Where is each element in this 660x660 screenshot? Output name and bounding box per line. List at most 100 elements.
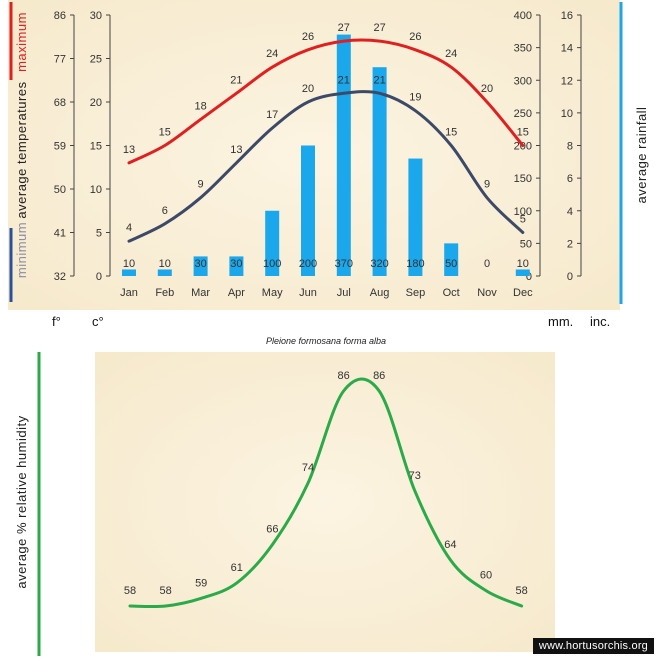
minimum-temperature-line bbox=[127, 90, 525, 243]
month-tick-label: Sep bbox=[406, 287, 426, 299]
celsius-unit-label: c° bbox=[92, 314, 104, 329]
celsius-tick-label: 0 bbox=[96, 271, 102, 283]
minimum-data-label: 19 bbox=[409, 92, 421, 104]
inches-tick-label: 12 bbox=[561, 75, 573, 87]
mm-tick-label: 150 bbox=[514, 173, 532, 185]
minimum-data-label: 4 bbox=[126, 222, 132, 234]
humidity-data-label: 66 bbox=[266, 524, 278, 536]
species-caption: Pleione formosana forma alba bbox=[266, 336, 386, 346]
rainfall-bar bbox=[408, 158, 423, 276]
maximum-data-label: 27 bbox=[373, 22, 385, 34]
celsius-tick-label: 15 bbox=[90, 141, 102, 153]
month-tick-label: Aug bbox=[370, 287, 390, 299]
maximum-data-label: 18 bbox=[194, 100, 206, 112]
bottom-panel-background bbox=[95, 352, 555, 652]
celsius-tick-label: 5 bbox=[96, 228, 102, 240]
rainfall-data-label: 100 bbox=[263, 258, 281, 270]
humidity-data-label: 86 bbox=[337, 370, 349, 382]
rainfall-title: average rainfall bbox=[634, 107, 649, 204]
rainfall-data-label: 180 bbox=[406, 258, 424, 270]
rainfall-data-label: 10 bbox=[517, 258, 529, 270]
month-tick-label: Mar bbox=[191, 287, 210, 299]
humidity-data-label: 61 bbox=[231, 562, 243, 574]
rainfall-bar bbox=[372, 67, 387, 276]
maximum-title: maximum bbox=[14, 12, 29, 72]
rainfall-bar bbox=[265, 210, 280, 276]
mm-tick-label: 350 bbox=[514, 43, 532, 55]
maximum-data-label: 24 bbox=[445, 48, 457, 60]
axis-ticks: 3241505968778605101520253005010015020025… bbox=[54, 10, 581, 299]
rainfall-data-label: 0 bbox=[484, 258, 490, 270]
inches-tick-label: 8 bbox=[567, 141, 573, 153]
month-tick-label: Feb bbox=[155, 287, 174, 299]
humidity-data-label: 74 bbox=[302, 462, 314, 474]
rainfall-bar bbox=[336, 34, 351, 277]
celsius-tick-label: 20 bbox=[90, 97, 102, 109]
maximum-data-label: 13 bbox=[123, 144, 135, 156]
humidity-data-label: 60 bbox=[480, 570, 492, 582]
inches-tick-label: 10 bbox=[561, 108, 573, 120]
inches-unit-label: inc. bbox=[590, 314, 610, 329]
inches-tick-label: 16 bbox=[561, 10, 573, 22]
mm-tick-label: 50 bbox=[520, 238, 532, 250]
minimum-data-label: 21 bbox=[373, 74, 385, 86]
month-tick-label: Dec bbox=[513, 287, 533, 299]
maximum-data-label: 27 bbox=[338, 22, 350, 34]
data-labels: 10 10 30 30 100 200 370 320 180 50 0 10 13 15 18 21 24 26… bbox=[123, 22, 529, 270]
month-tick-label: Oct bbox=[443, 287, 460, 299]
rainfall-data-label: 320 bbox=[370, 258, 388, 270]
rainfall-bar bbox=[444, 243, 459, 276]
mm-tick-label: 300 bbox=[514, 75, 532, 87]
humidity-title: average % relative humidity bbox=[14, 415, 29, 588]
mm-tick-label: 250 bbox=[514, 108, 532, 120]
minimum-title: minimum bbox=[14, 222, 29, 278]
rainfall-bar bbox=[122, 269, 136, 276]
maximum-data-label: 15 bbox=[517, 127, 529, 139]
celsius-tick-label: 30 bbox=[90, 10, 102, 22]
rainfall-bar bbox=[515, 269, 530, 276]
fahrenheit-tick-label: 32 bbox=[54, 271, 66, 283]
rainfall-data-label: 50 bbox=[445, 258, 457, 270]
minimum-data-label: 13 bbox=[230, 144, 242, 156]
month-tick-label: Jun bbox=[299, 287, 317, 299]
inches-tick-label: 6 bbox=[567, 173, 573, 185]
inches-tick-label: 4 bbox=[567, 206, 573, 218]
mm-tick-label: 0 bbox=[526, 271, 532, 283]
rainfall-bar bbox=[157, 269, 172, 276]
humidity-data-label: 58 bbox=[159, 585, 171, 597]
minimum-data-label: 5 bbox=[520, 214, 526, 226]
inches-tick-label: 0 bbox=[567, 271, 573, 283]
maximum-temperature-line bbox=[127, 38, 525, 165]
maximum-data-label: 26 bbox=[409, 31, 421, 43]
rainfall-bar bbox=[193, 256, 208, 276]
month-tick-label: Jul bbox=[337, 287, 351, 299]
celsius-tick-label: 10 bbox=[90, 184, 102, 196]
humidity-data-label: 59 bbox=[195, 577, 207, 589]
maximum-data-label: 20 bbox=[481, 83, 493, 95]
month-tick-label: Apr bbox=[228, 287, 245, 299]
celsius-tick-label: 25 bbox=[90, 54, 102, 66]
minimum-data-label: 9 bbox=[198, 179, 204, 191]
humidity-data-label: 64 bbox=[444, 539, 456, 551]
minimum-data-label: 21 bbox=[338, 74, 350, 86]
minimum-data-label: 17 bbox=[266, 109, 278, 121]
fahrenheit-tick-label: 50 bbox=[54, 184, 66, 196]
rainfall-data-label: 10 bbox=[159, 258, 171, 270]
humidity-data-label: 86 bbox=[373, 370, 385, 382]
fahrenheit-tick-label: 68 bbox=[54, 97, 66, 109]
rainfall-data-label: 30 bbox=[194, 258, 206, 270]
inches-tick-label: 14 bbox=[561, 43, 573, 55]
minimum-data-label: 20 bbox=[302, 83, 314, 95]
minimum-data-label: 15 bbox=[445, 127, 457, 139]
fahrenheit-unit-label: f° bbox=[52, 314, 61, 329]
rainfall-bars bbox=[122, 34, 530, 277]
average-temperatures-title: average temperatures bbox=[14, 81, 29, 218]
month-tick-label: May bbox=[262, 287, 283, 299]
mm-tick-label: 400 bbox=[514, 10, 532, 22]
mm-unit-label: mm. bbox=[548, 314, 573, 329]
minimum-data-label: 6 bbox=[162, 205, 168, 217]
rainfall-bar bbox=[301, 145, 315, 276]
month-tick-label: Jan bbox=[120, 287, 138, 299]
